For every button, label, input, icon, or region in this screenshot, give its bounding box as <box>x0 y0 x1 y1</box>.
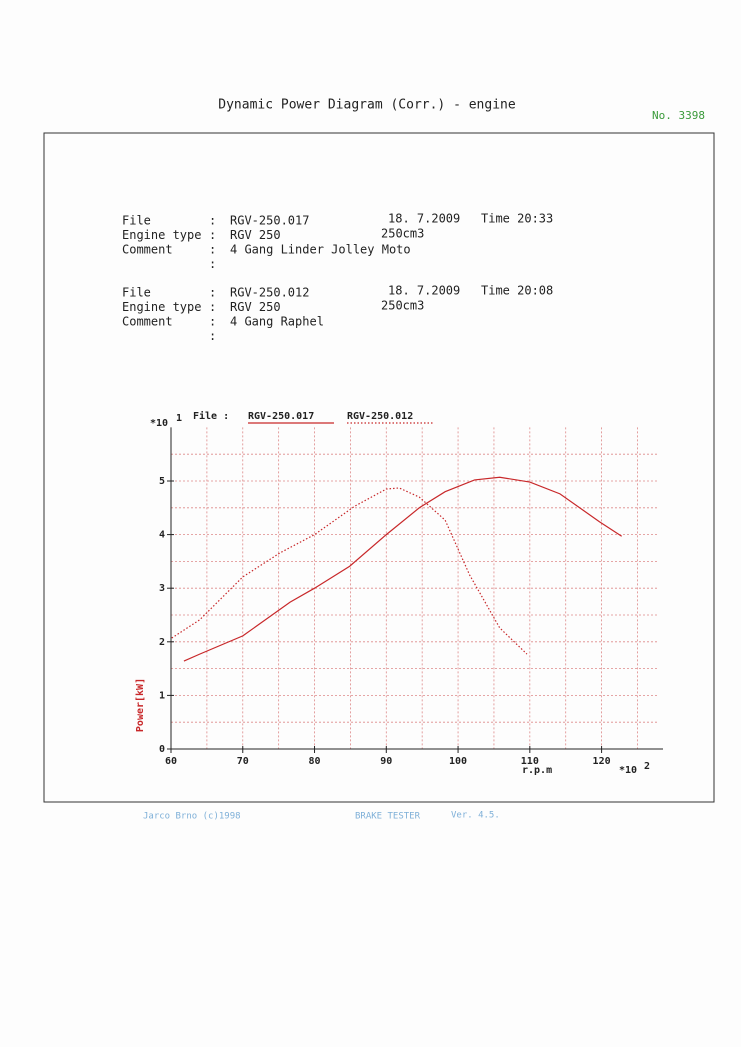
run-volume: 250cm3 <box>381 299 424 313</box>
x-tick-label: 90 <box>380 756 392 767</box>
x-multiplier-exp: 2 <box>644 761 650 772</box>
line-series <box>171 487 528 655</box>
colon: : <box>209 300 216 314</box>
colon: : <box>209 228 216 242</box>
x-tick-label: 60 <box>165 756 177 767</box>
field-value: RGV 250 <box>230 228 281 242</box>
field-label: File <box>122 286 151 300</box>
colon: : <box>209 257 216 271</box>
colon: : <box>209 315 216 329</box>
field-value: RGV-250.017 <box>230 214 309 228</box>
field-label: File <box>122 214 151 228</box>
field-value: 4 Gang Linder Jolley Moto <box>230 243 411 257</box>
footer-product: BRAKE TESTER <box>355 812 421 822</box>
legend-title: File : <box>193 410 229 422</box>
footer-version: Ver. 4.5. <box>451 811 500 821</box>
field-label: Comment <box>122 243 173 257</box>
field-value: RGV-250.012 <box>230 286 309 300</box>
colon: : <box>209 214 216 228</box>
y-axis-label: Power[kW] <box>135 678 146 732</box>
colon: : <box>209 286 216 300</box>
field-value: 4 Gang Raphel <box>230 315 324 329</box>
run-time: Time 20:08 <box>481 284 553 298</box>
colon: : <box>209 243 216 257</box>
field-value: RGV 250 <box>230 300 281 314</box>
colon: : <box>209 329 216 343</box>
x-tick-label: 110 <box>521 756 539 767</box>
document-number: No. 3398 <box>652 109 705 122</box>
run-time: Time 20:33 <box>481 212 553 226</box>
x-tick-label: 100 <box>449 756 467 767</box>
y-tick-label: 5 <box>159 476 165 487</box>
x-tick-label: 120 <box>593 756 611 767</box>
footer-company: Jarco Brno (c)1998 <box>143 812 241 822</box>
x-tick-label: 80 <box>309 756 321 767</box>
title: Dynamic Power Diagram (Corr.) - engine <box>218 98 516 113</box>
y-tick-label: 2 <box>159 637 165 648</box>
line-series <box>183 476 623 662</box>
y-tick-label: 0 <box>159 744 165 755</box>
x-multiplier: *10 <box>619 765 637 776</box>
run-volume: 250cm3 <box>381 227 424 241</box>
legend-label: RGV-250.017 <box>248 411 314 422</box>
frame <box>43 132 715 803</box>
field-label: Engine type <box>122 228 201 242</box>
y-tick-label: 3 <box>159 583 165 594</box>
legend-label: RGV-250.012 <box>347 411 413 422</box>
run-date: 18. 7.2009 <box>388 284 460 298</box>
y-tick-label: 1 <box>159 690 165 701</box>
y-multiplier: *10 <box>150 418 168 429</box>
run-date: 18. 7.2009 <box>388 212 460 226</box>
y-multiplier-exp: 1 <box>176 413 182 424</box>
x-axis-label: r.p.m <box>522 765 552 776</box>
y-tick-label: 4 <box>159 530 165 541</box>
x-tick-label: 70 <box>237 756 249 767</box>
field-label: Engine type <box>122 300 201 314</box>
field-label: Comment <box>122 315 173 329</box>
